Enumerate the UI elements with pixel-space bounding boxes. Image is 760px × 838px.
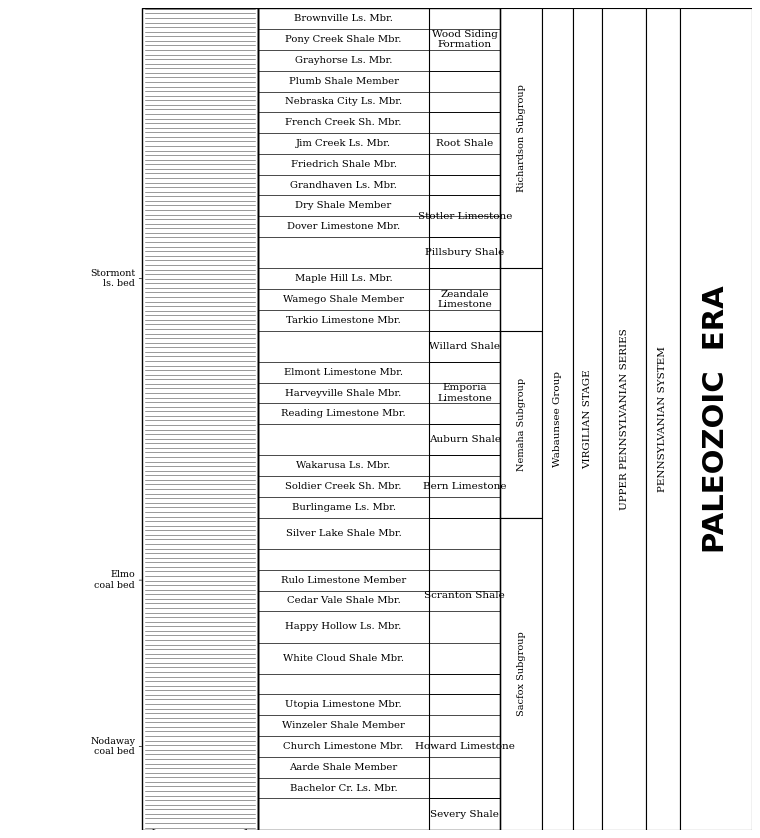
Bar [429,8,500,70]
Bar [543,8,573,830]
Text: Stormont
ls. bed: Stormont ls. bed [90,269,135,288]
Bar [429,331,500,362]
Text: Soldier Creek Sh. Mbr.: Soldier Creek Sh. Mbr. [286,482,402,491]
Bar [429,237,500,268]
Text: PENNSYLVANIAN SYSTEM: PENNSYLVANIAN SYSTEM [658,346,667,492]
Text: Zeandale
Limestone: Zeandale Limestone [438,290,492,309]
Bar [258,8,500,830]
Text: Aarde Shale Member: Aarde Shale Member [290,763,397,772]
Text: Jim Creek Ls. Mbr.: Jim Creek Ls. Mbr. [296,139,391,148]
Text: Elmo
coal bed: Elmo coal bed [94,571,135,590]
Bar [429,112,500,174]
Text: Dry Shale Member: Dry Shale Member [296,201,391,210]
Text: Wakarusa Ls. Mbr.: Wakarusa Ls. Mbr. [296,461,391,470]
Bar [500,518,543,830]
Text: Scranton Shale: Scranton Shale [424,592,505,600]
Text: Utopia Limestone Mbr.: Utopia Limestone Mbr. [285,701,402,710]
Text: Auburn Shale: Auburn Shale [429,435,501,444]
Bar [429,518,500,674]
Text: Friedrich Shale Mbr.: Friedrich Shale Mbr. [290,160,397,168]
Text: White Cloud Shale Mbr.: White Cloud Shale Mbr. [283,654,404,663]
Text: Elmont Limestone Mbr.: Elmont Limestone Mbr. [284,368,403,377]
Text: Wood Siding
Formation: Wood Siding Formation [432,30,498,49]
Bar [500,331,543,518]
Text: Rulo Limestone Member: Rulo Limestone Member [281,576,406,585]
Text: Bern Limestone: Bern Limestone [423,482,506,491]
Bar [573,8,603,830]
Text: VIRGILIAN STAGE: VIRGILIAN STAGE [583,370,592,468]
Bar [429,799,500,830]
Bar [141,8,258,830]
Bar [680,8,752,830]
Text: Grandhaven Ls. Mbr.: Grandhaven Ls. Mbr. [290,181,397,189]
Text: Dover Limestone Mbr.: Dover Limestone Mbr. [287,222,401,231]
Text: Willard Shale: Willard Shale [429,342,500,351]
Text: PALEOZOIC  ERA: PALEOZOIC ERA [702,285,730,553]
Text: Harveyville Shale Mbr.: Harveyville Shale Mbr. [286,389,402,397]
Bar [603,8,646,830]
Text: Happy Hollow Ls. Mbr.: Happy Hollow Ls. Mbr. [286,623,402,631]
Text: Brownville Ls. Mbr.: Brownville Ls. Mbr. [294,14,393,23]
Text: Wamego Shale Member: Wamego Shale Member [283,295,404,304]
Bar [500,8,543,268]
Text: UPPER PENNSYLVANIAN SERIES: UPPER PENNSYLVANIAN SERIES [619,328,629,510]
Bar [429,362,500,424]
Text: Stotler Limestone: Stotler Limestone [417,212,512,220]
Text: Wabaunsee Group: Wabaunsee Group [553,371,562,467]
Text: Nodaway
coal bed: Nodaway coal bed [90,737,135,756]
Text: Severy Shale: Severy Shale [430,810,499,819]
Text: Silver Lake Shale Mbr.: Silver Lake Shale Mbr. [286,529,401,538]
Bar [429,195,500,237]
Bar [429,455,500,518]
Text: Bachelor Cr. Ls. Mbr.: Bachelor Cr. Ls. Mbr. [290,784,397,793]
Text: Nemaha Subgroup: Nemaha Subgroup [517,378,526,471]
Text: Winzeler Shale Member: Winzeler Shale Member [282,722,405,730]
Text: Maple Hill Ls. Mbr.: Maple Hill Ls. Mbr. [295,274,392,283]
Text: Nebraska City Ls. Mbr.: Nebraska City Ls. Mbr. [285,97,402,106]
Bar [429,695,500,799]
Text: Richardson Subgroup: Richardson Subgroup [517,85,526,192]
Text: Howard Limestone: Howard Limestone [415,742,515,751]
Text: Church Limestone Mbr.: Church Limestone Mbr. [283,742,404,751]
Text: French Creek Sh. Mbr.: French Creek Sh. Mbr. [286,118,402,127]
Text: Burlingame Ls. Mbr.: Burlingame Ls. Mbr. [292,503,396,512]
Text: Pillsbury Shale: Pillsbury Shale [425,248,505,257]
Text: Tarkio Limestone Mbr.: Tarkio Limestone Mbr. [287,316,401,325]
Bar [429,424,500,455]
Polygon shape [154,830,246,838]
Text: Grayhorse Ls. Mbr.: Grayhorse Ls. Mbr. [295,56,392,65]
Text: Root Shale: Root Shale [436,139,493,148]
Bar [646,8,680,830]
Text: Emporia
Limestone: Emporia Limestone [438,383,492,403]
Text: Cedar Vale Shale Mbr.: Cedar Vale Shale Mbr. [287,597,401,605]
Text: Sacfox Subgroup: Sacfox Subgroup [517,631,526,716]
Text: Reading Limestone Mbr.: Reading Limestone Mbr. [281,409,406,418]
Bar [429,268,500,331]
Text: Plumb Shale Member: Plumb Shale Member [289,76,398,85]
Text: Pony Creek Shale Mbr.: Pony Creek Shale Mbr. [286,35,402,44]
